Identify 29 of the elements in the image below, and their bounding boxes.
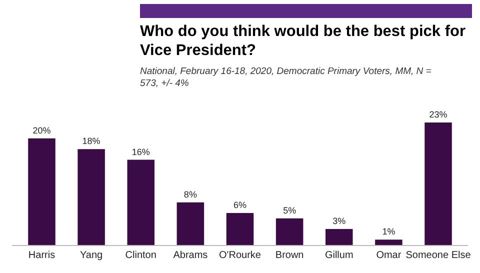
bar (78, 149, 105, 245)
x-tick-label: Gillum (324, 250, 354, 261)
bar (375, 240, 402, 245)
data-label: 1% (382, 226, 396, 237)
data-label: 5% (283, 205, 296, 216)
data-label: 18% (82, 136, 100, 146)
data-label: 3% (332, 216, 346, 226)
bar (176, 202, 204, 245)
data-label: 16% (132, 146, 150, 157)
bar (127, 160, 154, 245)
bar (326, 229, 353, 245)
x-tick-label: Abrams (173, 250, 208, 261)
bar (276, 218, 304, 245)
x-tick-label: Clinton (125, 250, 156, 261)
chart-subtitle: National, February 16-18, 2020, Democratic Primary Voters, MM, N = 573, +/- 4% (140, 66, 432, 90)
x-tick-label: Brown (275, 250, 304, 261)
bar (424, 122, 452, 245)
x-tick-label: Omar (376, 250, 402, 261)
chart-title: Who do you think would be the best pick for Vice President? (140, 22, 466, 60)
data-label: 6% (233, 200, 247, 210)
data-label: 20% (32, 125, 51, 136)
x-tick-label: Harris (28, 250, 56, 261)
bar (28, 138, 56, 245)
bar (226, 213, 254, 245)
data-label: 8% (184, 189, 197, 200)
x-tick-label: Someone Else (406, 250, 472, 261)
data-label: 23% (429, 109, 448, 120)
x-tick-label: Yang (80, 250, 103, 261)
x-tick-label: O'Rourke (219, 250, 262, 261)
